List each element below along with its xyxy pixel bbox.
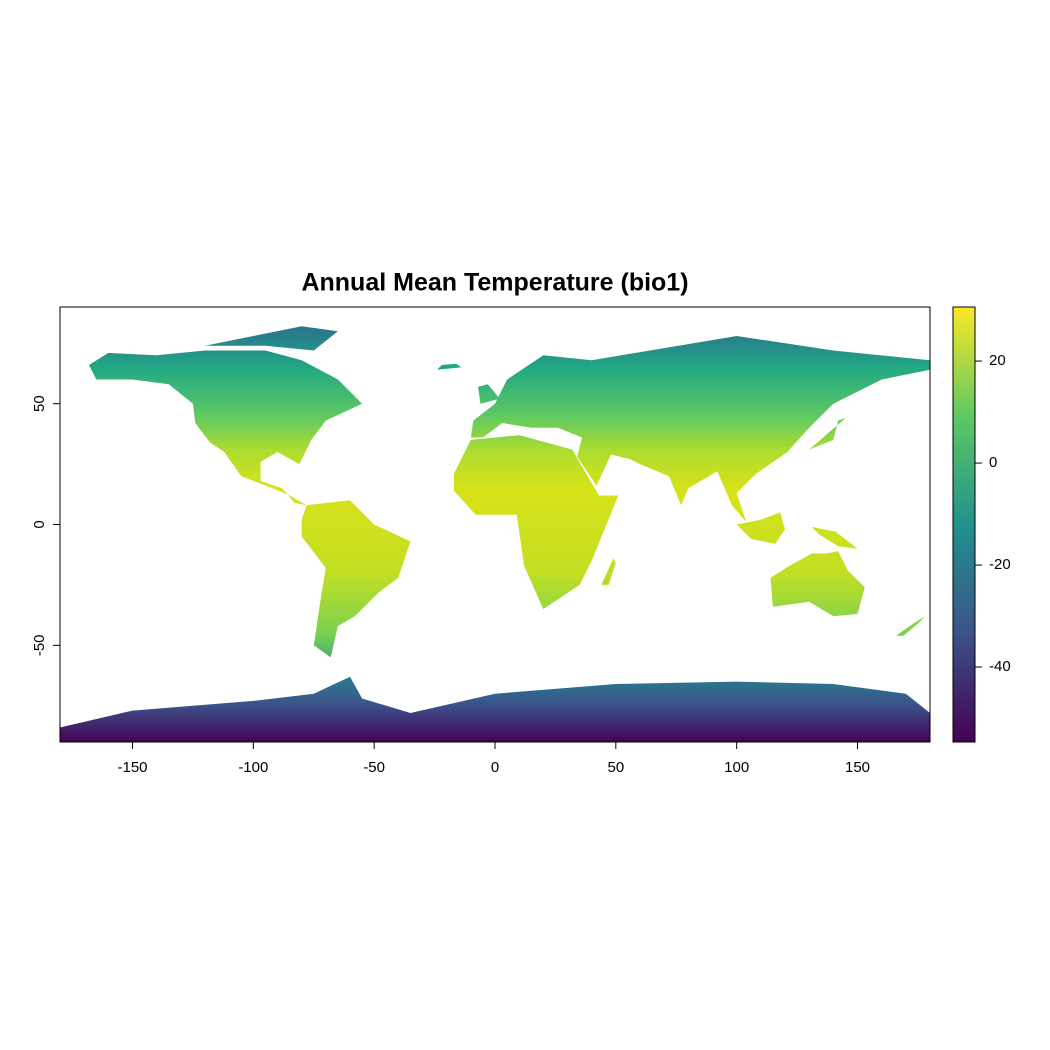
land-area xyxy=(89,350,363,506)
x-tick-label: 100 xyxy=(724,759,749,776)
land-area xyxy=(437,363,462,370)
land-area xyxy=(896,616,926,636)
land-area xyxy=(205,326,338,351)
land-area xyxy=(478,384,500,404)
land-area xyxy=(770,551,865,617)
antarctica xyxy=(60,676,930,742)
x-tick-label: 50 xyxy=(607,759,624,776)
y-tick-label: 50 xyxy=(31,395,48,412)
x-tick-label: 0 xyxy=(491,759,499,776)
land-area xyxy=(724,512,785,544)
x-tick-label: -50 xyxy=(363,759,385,776)
colorbar-tick-label: -20 xyxy=(989,556,1011,573)
x-tick-label: 150 xyxy=(845,759,870,776)
x-tick-label: -150 xyxy=(117,759,147,776)
colorbar-tick-label: 0 xyxy=(989,454,997,471)
land-area xyxy=(453,435,619,610)
x-tick-label: -100 xyxy=(238,759,268,776)
colorbar-tick-label: 20 xyxy=(989,352,1006,369)
chart-title: Annual Mean Temperature (bio1) xyxy=(301,269,688,297)
land-area xyxy=(809,418,846,450)
colorbar xyxy=(952,306,976,743)
land-area xyxy=(301,500,411,658)
land-area xyxy=(470,336,930,523)
y-tick-label: 0 xyxy=(31,520,48,528)
land-raster xyxy=(60,326,930,742)
colorbar-tick-label: -40 xyxy=(989,658,1011,675)
land-area xyxy=(601,558,616,585)
land-area xyxy=(811,526,858,549)
y-tick-label: -50 xyxy=(31,634,48,656)
